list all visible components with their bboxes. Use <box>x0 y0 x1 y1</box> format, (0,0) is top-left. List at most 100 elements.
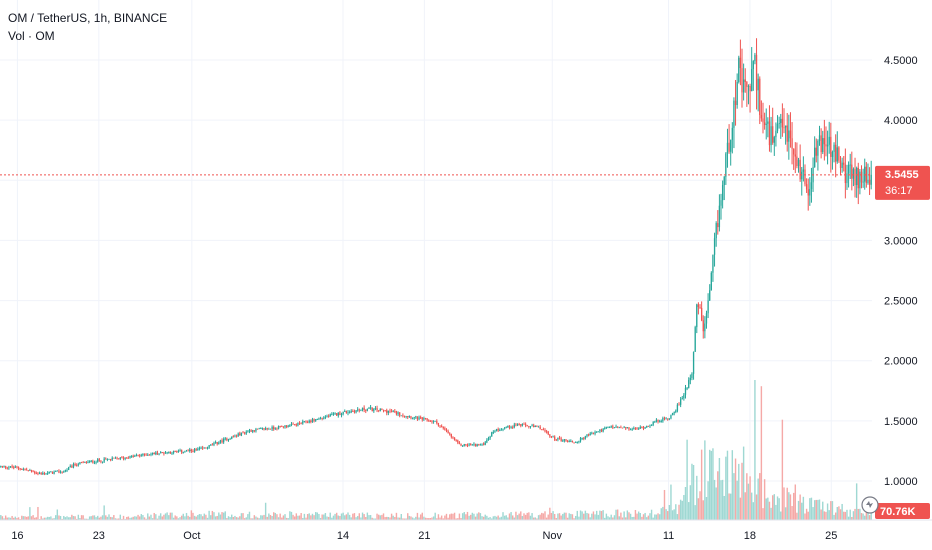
candle-body <box>124 457 126 459</box>
candle-body <box>823 138 826 145</box>
candle-body <box>466 445 469 446</box>
volume-bar <box>219 514 222 520</box>
volume-bar <box>25 516 28 520</box>
candle-body <box>8 467 10 469</box>
candle-body <box>749 86 751 92</box>
volume-bar <box>426 517 428 520</box>
volume-bar <box>549 507 551 520</box>
volume-bar <box>373 518 375 520</box>
candle-body <box>9 466 12 468</box>
volume-bar <box>484 514 486 520</box>
volume-bar <box>555 518 558 520</box>
volume-bar <box>813 500 816 520</box>
volume-bar <box>733 473 735 520</box>
candle-body <box>726 142 729 154</box>
candle-body <box>563 439 566 441</box>
volume-bar <box>437 514 440 520</box>
volume-bar <box>46 516 49 520</box>
volume-bar <box>864 515 866 520</box>
candle-body <box>420 417 422 419</box>
volume-bar <box>58 515 60 520</box>
volume-bar <box>770 507 772 520</box>
volume-bar <box>826 503 829 520</box>
candle-body <box>399 412 401 416</box>
volume-bar <box>526 512 528 520</box>
candle-body <box>625 427 627 429</box>
candle-body <box>431 421 433 422</box>
candle-body <box>63 471 65 473</box>
candle-body <box>644 427 646 429</box>
candle-body <box>297 422 299 426</box>
symbol-title[interactable]: OM / TetherUS, 1h, BINANCE <box>8 11 168 25</box>
time-axis[interactable]: 16 23 Oct 14 21 Nov 11 18 25 <box>0 519 932 542</box>
volume-legend[interactable]: Vol · OM <box>8 29 55 43</box>
candle-body <box>153 453 155 455</box>
candle-body <box>151 453 154 455</box>
volume-bar <box>573 518 575 520</box>
volume-bar <box>629 513 632 520</box>
candle-body <box>668 418 670 420</box>
candle-body <box>232 436 234 438</box>
volume-bar <box>709 449 711 520</box>
price-axis[interactable]: 1.00001.50002.00002.50003.00003.50004.00… <box>884 55 918 488</box>
candle-body <box>247 431 249 433</box>
volume-bar <box>323 514 325 520</box>
volume-bar <box>221 512 223 520</box>
volume-bar <box>491 518 493 520</box>
candle-body <box>631 429 633 431</box>
candle-body <box>287 426 289 428</box>
candle-body <box>3 466 5 467</box>
candle-body <box>781 118 784 128</box>
candle-body <box>255 428 257 432</box>
candle-body <box>260 428 262 430</box>
volume-bar <box>310 515 312 520</box>
candle-body <box>783 127 785 129</box>
volume-bar <box>849 509 851 520</box>
candle-body <box>416 416 419 420</box>
volume-bar <box>198 514 201 520</box>
volume-bar <box>599 510 601 520</box>
volume-bar <box>352 513 354 520</box>
candle-body <box>584 436 587 439</box>
candle-body <box>508 425 511 428</box>
volume-bar <box>300 513 302 520</box>
candle-body <box>137 455 139 456</box>
volume-bar <box>773 494 776 520</box>
candle-body <box>833 144 835 152</box>
candle-body <box>628 427 630 430</box>
candle-body <box>537 426 540 428</box>
candle-body <box>649 425 651 427</box>
candle-body <box>589 433 591 436</box>
candle-body <box>119 457 121 460</box>
volume-bar <box>180 515 183 520</box>
candle-body <box>281 426 283 427</box>
candle-body <box>218 442 220 445</box>
volume-bar <box>424 517 427 520</box>
volume-bar <box>140 514 143 520</box>
volume-bar <box>532 517 535 520</box>
volume-bar <box>185 512 188 520</box>
grid-lines <box>0 0 872 520</box>
candle-body <box>185 450 188 452</box>
tradingview-logo-icon[interactable] <box>861 496 879 514</box>
volume-bar <box>801 502 803 520</box>
candle-body <box>760 115 763 119</box>
candle-body <box>751 69 753 92</box>
volume-bar <box>541 512 543 520</box>
candle-body <box>437 423 440 426</box>
candle-body <box>536 425 538 427</box>
time-tick-label: 16 <box>11 530 23 542</box>
volume-bar <box>245 517 247 520</box>
volume-bar <box>90 516 92 520</box>
volume-bar <box>9 517 12 520</box>
candle-body <box>169 451 172 454</box>
volume-bar <box>64 517 67 520</box>
candle-body <box>660 421 662 423</box>
volume-bar <box>587 513 590 520</box>
candle-body <box>544 429 546 432</box>
candle-body <box>615 426 617 428</box>
candle-body <box>402 415 404 417</box>
volume-bar <box>51 518 54 520</box>
candle-body <box>216 442 218 445</box>
